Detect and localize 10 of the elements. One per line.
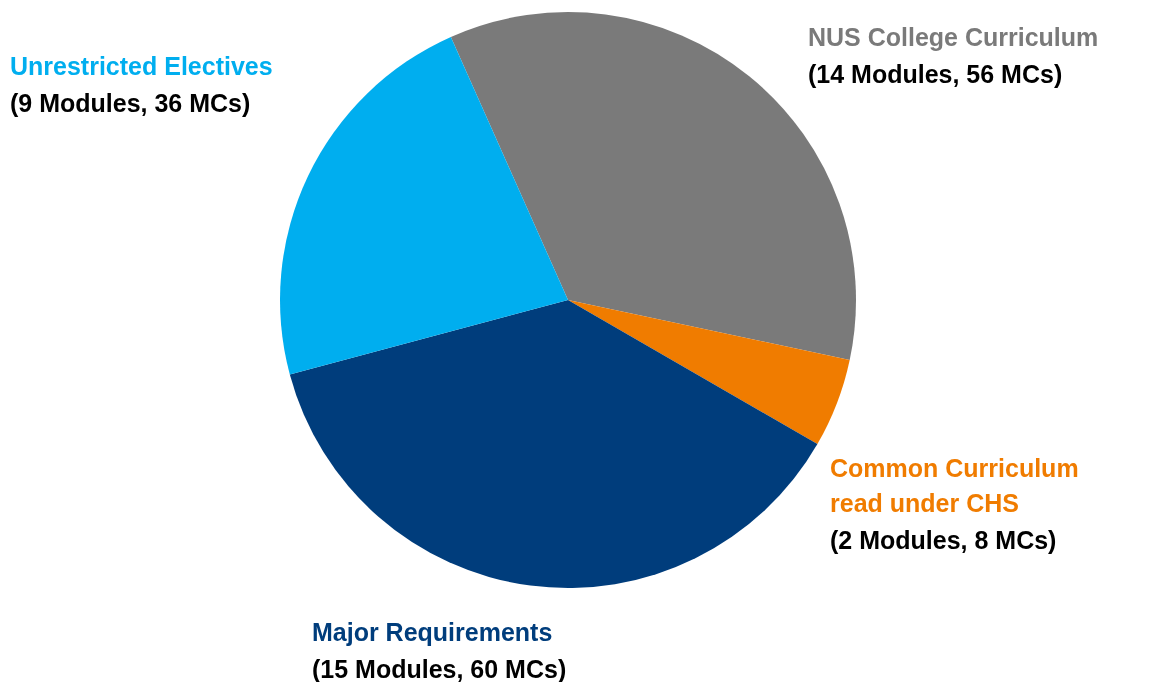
data-label: (14 Modules, 56 MCs) [808, 60, 1063, 88]
slice-label: Major Requirements [312, 618, 553, 646]
slice-label: NUS College Curriculum [808, 23, 1099, 51]
pie-slice [280, 36, 568, 375]
pie-slice [568, 300, 850, 444]
data-label: (9 Modules, 36 MCs) [10, 89, 251, 117]
slice-label: Unrestricted Electives [10, 52, 273, 80]
slice-label: Common Curriculum read under CHS [830, 454, 1079, 517]
pie-slice [289, 300, 818, 588]
data-label: (2 Modules, 8 MCs) [830, 526, 1057, 554]
